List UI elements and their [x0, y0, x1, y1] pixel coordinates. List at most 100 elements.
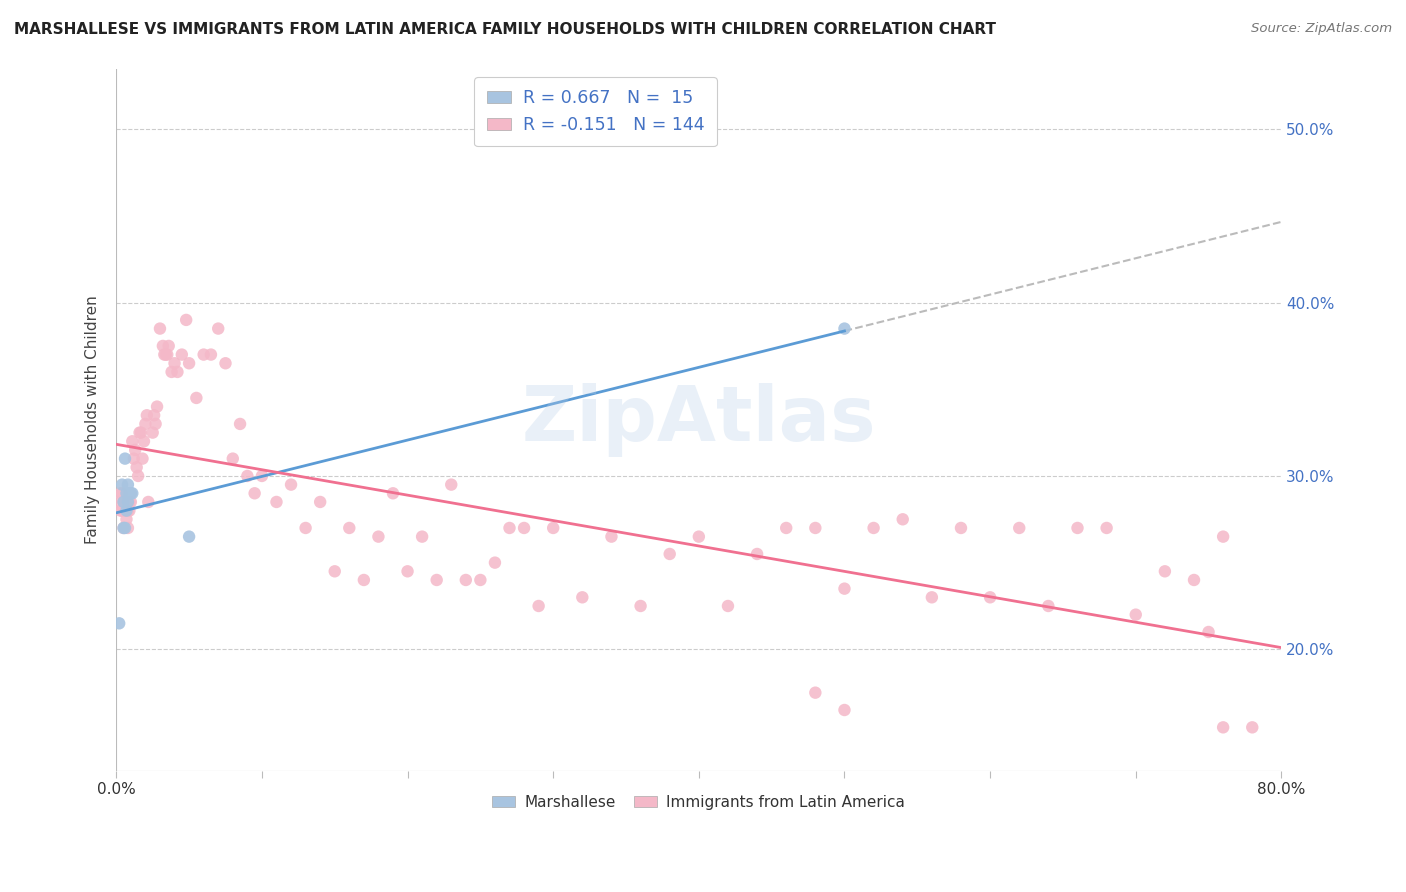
Point	[804, 521, 827, 535]
Point	[688, 530, 710, 544]
Point	[454, 573, 477, 587]
Point	[112, 495, 135, 509]
Point	[229, 417, 252, 431]
Point	[117, 495, 139, 509]
Point	[108, 495, 131, 509]
Point	[163, 356, 186, 370]
Point	[121, 434, 143, 449]
Point	[527, 599, 550, 613]
Point	[294, 521, 316, 535]
Point	[236, 469, 259, 483]
Point	[112, 521, 135, 535]
Text: ZipAtlas: ZipAtlas	[522, 383, 876, 457]
Point	[1008, 521, 1031, 535]
Point	[834, 703, 856, 717]
Point	[115, 486, 138, 500]
Point	[118, 503, 141, 517]
Point	[1241, 720, 1264, 734]
Point	[177, 530, 200, 544]
Point	[243, 486, 266, 500]
Y-axis label: Family Households with Children: Family Households with Children	[86, 295, 100, 544]
Point	[367, 530, 389, 544]
Point	[396, 564, 419, 578]
Point	[129, 425, 152, 440]
Point	[834, 582, 856, 596]
Point	[110, 503, 132, 517]
Point	[120, 486, 142, 500]
Point	[114, 495, 136, 509]
Point	[1212, 530, 1234, 544]
Point	[470, 573, 492, 587]
Point	[745, 547, 768, 561]
Point	[115, 503, 138, 517]
Point	[128, 425, 150, 440]
Text: MARSHALLESE VS IMMIGRANTS FROM LATIN AMERICA FAMILY HOUSEHOLDS WITH CHILDREN COR: MARSHALLESE VS IMMIGRANTS FROM LATIN AME…	[14, 22, 995, 37]
Point	[118, 495, 141, 509]
Point	[1198, 625, 1220, 640]
Point	[1154, 564, 1177, 578]
Point	[1212, 720, 1234, 734]
Point	[1125, 607, 1147, 622]
Point	[353, 573, 375, 587]
Point	[124, 442, 146, 457]
Point	[155, 348, 177, 362]
Point	[112, 521, 135, 535]
Point	[110, 486, 132, 500]
Point	[131, 451, 153, 466]
Point	[214, 356, 236, 370]
Point	[142, 425, 165, 440]
Point	[111, 486, 134, 500]
Point	[117, 503, 139, 517]
Point	[891, 512, 914, 526]
Point	[541, 521, 564, 535]
Point	[280, 477, 302, 491]
Legend: Marshallese, Immigrants from Latin America: Marshallese, Immigrants from Latin Ameri…	[486, 789, 911, 815]
Point	[513, 521, 536, 535]
Point	[115, 503, 138, 517]
Point	[135, 409, 157, 423]
Point	[250, 469, 273, 483]
Point	[174, 313, 197, 327]
Point	[125, 460, 148, 475]
Point	[156, 348, 179, 362]
Point	[1066, 521, 1088, 535]
Point	[177, 356, 200, 370]
Point	[146, 400, 169, 414]
Point	[309, 495, 332, 509]
Point	[775, 521, 797, 535]
Point	[411, 530, 433, 544]
Point	[186, 391, 208, 405]
Point	[382, 486, 405, 500]
Point	[136, 495, 159, 509]
Point	[200, 348, 222, 362]
Point	[337, 521, 360, 535]
Point	[145, 417, 167, 431]
Point	[108, 616, 131, 631]
Point	[134, 417, 156, 431]
Point	[658, 547, 681, 561]
Point	[426, 573, 449, 587]
Point	[114, 451, 136, 466]
Point	[440, 477, 463, 491]
Point	[862, 521, 884, 535]
Point	[149, 321, 172, 335]
Point	[222, 451, 245, 466]
Point	[979, 591, 1001, 605]
Point	[630, 599, 652, 613]
Point	[484, 556, 506, 570]
Point	[122, 451, 145, 466]
Point	[112, 495, 135, 509]
Point	[152, 339, 174, 353]
Point	[114, 503, 136, 517]
Point	[115, 512, 138, 526]
Point	[1182, 573, 1205, 587]
Point	[153, 348, 176, 362]
Point	[949, 521, 972, 535]
Point	[170, 348, 193, 362]
Point	[193, 348, 215, 362]
Point	[114, 521, 136, 535]
Point	[804, 686, 827, 700]
Point	[132, 434, 155, 449]
Point	[571, 591, 593, 605]
Point	[266, 495, 288, 509]
